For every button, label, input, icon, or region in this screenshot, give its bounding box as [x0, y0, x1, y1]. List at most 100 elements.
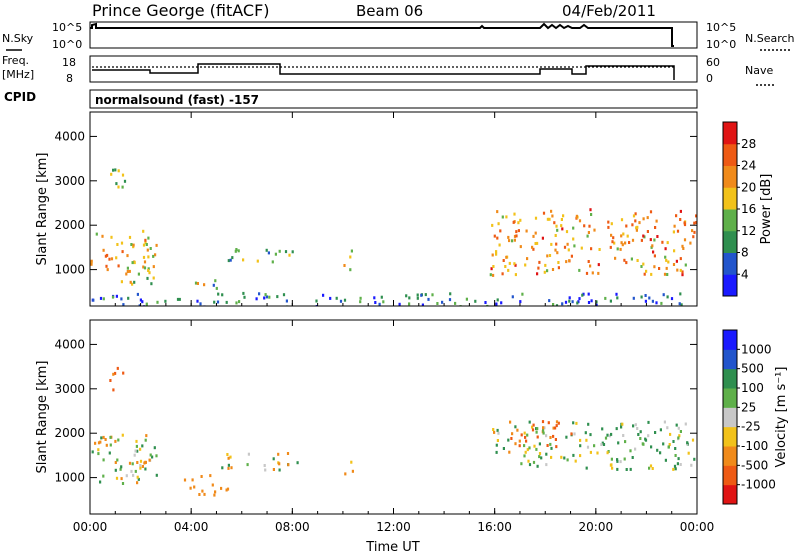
data-cell — [642, 262, 645, 266]
data-cell — [560, 455, 563, 459]
colorbar-segment — [723, 122, 737, 145]
data-cell — [416, 293, 419, 297]
colorbar-tick-label: -1000 — [741, 478, 776, 492]
data-cell — [639, 430, 642, 434]
data-cell — [634, 447, 637, 451]
data-cell — [535, 447, 538, 451]
data-cell — [112, 372, 115, 376]
data-cell — [649, 210, 653, 214]
beam-label: Beam 06 — [356, 2, 423, 20]
data-cell — [550, 455, 553, 459]
data-cell — [234, 249, 237, 253]
data-cell — [531, 245, 534, 249]
data-cell — [600, 443, 603, 446]
data-cell — [623, 457, 626, 461]
data-cell — [521, 292, 524, 296]
data-cell — [617, 441, 620, 445]
data-cell — [474, 299, 477, 303]
data-cell — [651, 299, 654, 303]
data-cell — [601, 427, 604, 431]
freq-panel: Freq. [MHz] 18 8 60 0 Nave CPID — [2, 54, 775, 104]
data-cell — [581, 293, 584, 297]
y-tick-label: 1000 — [54, 471, 85, 485]
data-cell — [650, 272, 653, 276]
data-cell — [542, 428, 545, 432]
colorbar-tick-label: -500 — [741, 458, 768, 472]
data-cell — [193, 485, 196, 489]
data-cell — [544, 263, 547, 267]
data-cell — [92, 298, 95, 302]
data-cell — [647, 420, 650, 424]
data-cell — [677, 457, 680, 461]
data-cell — [238, 300, 241, 304]
x-tick-label: 12:00 — [376, 520, 411, 534]
data-cell — [495, 450, 498, 454]
velocity-panel: 00:00 04:00 08:00 12:00 16:00 20:00 00:00 1000 2… — [35, 319, 789, 554]
data-cell — [131, 261, 134, 265]
data-cell — [408, 302, 411, 306]
data-cell — [679, 257, 682, 261]
power-axes: 1000 2000 3000 4000 — [54, 112, 698, 306]
colorbar-segment — [723, 349, 737, 370]
data-cell — [97, 441, 101, 445]
data-cell — [680, 303, 683, 306]
data-cell — [510, 437, 513, 440]
data-cell — [523, 431, 526, 435]
data-cell — [546, 217, 549, 221]
data-cell — [100, 436, 103, 440]
data-cell — [624, 440, 627, 444]
data-cell — [119, 467, 122, 471]
data-cell — [516, 428, 519, 432]
data-cell — [676, 268, 679, 272]
x-tick-label: 08:00 — [275, 520, 310, 534]
data-cell — [267, 251, 270, 255]
data-cell — [145, 434, 148, 438]
data-cell — [225, 488, 228, 492]
data-cell — [587, 422, 590, 426]
data-cell — [542, 431, 545, 435]
data-cell — [518, 444, 521, 448]
data-cell — [684, 263, 687, 267]
data-cell — [664, 247, 667, 251]
data-cell — [141, 300, 144, 304]
data-cell — [511, 239, 514, 243]
data-cell — [230, 466, 233, 470]
data-cell — [556, 228, 559, 232]
velocity-ylabel: Slant Range [km] — [35, 361, 50, 474]
data-cell — [691, 438, 695, 442]
data-cell — [203, 492, 206, 496]
data-cell — [511, 295, 514, 299]
data-cell — [225, 300, 228, 304]
power-colorbar-label: Power [dB] — [759, 174, 774, 245]
data-cell — [144, 241, 147, 245]
data-cell — [110, 235, 113, 239]
data-cell — [629, 467, 632, 471]
data-cell — [378, 302, 381, 306]
colorbar-segment — [723, 330, 737, 350]
nsearch-label: N.Search — [745, 32, 795, 45]
data-cell — [579, 438, 582, 442]
data-cell — [667, 260, 670, 264]
data-cell — [631, 456, 634, 459]
data-cell — [114, 371, 117, 375]
data-cell — [176, 297, 180, 301]
data-cell — [610, 457, 613, 461]
data-cell — [579, 454, 582, 458]
data-cell — [349, 268, 352, 272]
data-cell — [639, 437, 642, 440]
data-cell — [573, 244, 576, 248]
data-cell — [665, 258, 668, 262]
data-cell — [109, 435, 112, 439]
data-cell — [496, 210, 499, 214]
data-cell — [666, 273, 669, 276]
data-cell — [505, 215, 508, 219]
data-cell — [557, 421, 560, 425]
data-cell — [536, 435, 539, 439]
data-cell — [513, 262, 516, 266]
data-cell — [142, 255, 146, 259]
data-cell — [534, 242, 537, 245]
data-cell — [517, 221, 520, 225]
data-cell — [531, 428, 535, 432]
data-cell — [650, 245, 653, 249]
data-cell — [216, 300, 220, 304]
